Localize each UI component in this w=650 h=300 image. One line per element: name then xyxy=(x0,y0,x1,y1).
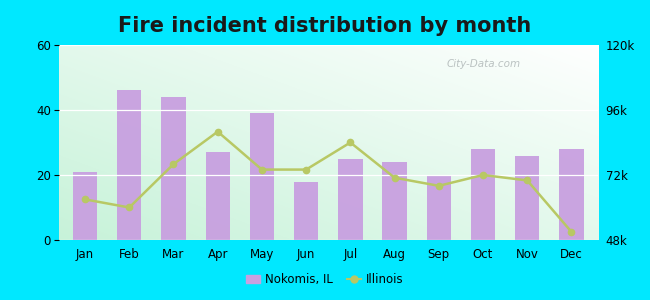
Legend: Nokomis, IL, Illinois: Nokomis, IL, Illinois xyxy=(242,269,408,291)
Bar xyxy=(559,149,584,240)
Text: City-Data.com: City-Data.com xyxy=(447,58,521,69)
Bar xyxy=(471,149,495,240)
Bar xyxy=(515,155,540,240)
Bar xyxy=(338,159,363,240)
Bar xyxy=(382,162,407,240)
Bar xyxy=(161,97,186,240)
Text: Fire incident distribution by month: Fire incident distribution by month xyxy=(118,16,532,37)
Bar xyxy=(205,152,230,240)
Bar xyxy=(250,113,274,240)
Bar xyxy=(73,172,98,240)
Bar xyxy=(426,175,451,240)
Bar xyxy=(117,91,142,240)
Bar xyxy=(294,182,318,240)
